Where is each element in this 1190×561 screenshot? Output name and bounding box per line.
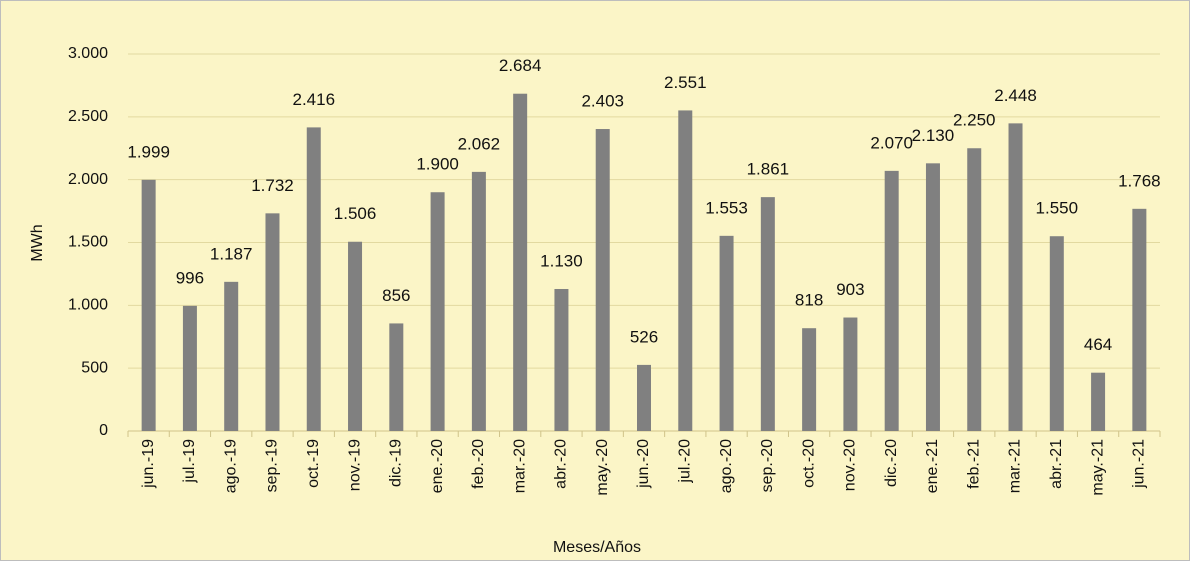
x-tick-label: mar.-20 <box>511 439 528 493</box>
y-tick-label: 1.500 <box>68 234 108 251</box>
value-label: 903 <box>836 280 864 299</box>
bar <box>967 148 982 431</box>
x-tick-label: ago.-20 <box>718 439 735 493</box>
value-label: 526 <box>630 327 658 346</box>
bar <box>884 170 899 431</box>
x-tick-label: dic.-20 <box>883 439 900 487</box>
x-tick-label: ene.-21 <box>924 439 941 493</box>
x-tick-label: jul.-20 <box>676 439 693 484</box>
bar <box>141 179 156 431</box>
x-axis-title: Meses/Años <box>553 539 641 556</box>
y-tick-label: 0 <box>99 422 108 439</box>
x-tick-label: sep.-20 <box>759 439 776 492</box>
value-label: 1.506 <box>334 204 377 223</box>
value-label: 2.130 <box>912 126 955 145</box>
bar <box>389 323 404 431</box>
value-label: 2.250 <box>953 111 996 130</box>
x-tick-label: ago.-19 <box>222 439 239 493</box>
value-label: 464 <box>1084 335 1112 354</box>
x-tick-label: ene.-20 <box>429 439 446 493</box>
bar <box>925 163 940 431</box>
x-tick-label: jun.-21 <box>1131 439 1148 489</box>
value-label: 1.861 <box>747 160 790 179</box>
bar <box>224 281 239 431</box>
value-label: 2.448 <box>994 86 1037 105</box>
bar <box>595 129 610 431</box>
bar <box>471 171 486 431</box>
value-label: 2.062 <box>458 134 501 153</box>
y-axis-title: MWh <box>29 224 46 261</box>
x-tick-label: dic.-19 <box>388 439 405 487</box>
x-tick-label: may.-20 <box>594 439 611 496</box>
bar <box>719 235 734 431</box>
value-label: 1.553 <box>705 198 748 217</box>
bar <box>182 305 197 431</box>
y-tick-label: 500 <box>81 359 108 376</box>
x-tick-label: abr.-20 <box>553 439 570 489</box>
x-tick-label: feb.-21 <box>965 439 982 489</box>
x-tick-label: jun.-20 <box>635 439 652 489</box>
value-label: 1.130 <box>540 251 583 270</box>
bar <box>430 192 445 431</box>
y-tick-label: 1.000 <box>68 297 108 314</box>
x-tick-label: jun.-19 <box>140 439 157 489</box>
value-label: 2.070 <box>870 133 913 152</box>
y-tick-label: 2.000 <box>68 171 108 188</box>
value-label: 1.550 <box>1036 199 1079 218</box>
x-tick-label: oct.-20 <box>800 439 817 488</box>
x-tick-label: oct.-19 <box>305 439 322 488</box>
bar <box>348 241 363 431</box>
x-tick-label: sep.-19 <box>264 439 281 492</box>
value-label: 2.684 <box>499 56 542 75</box>
value-label: 2.416 <box>292 90 335 109</box>
value-label: 1.732 <box>251 176 294 195</box>
x-tick-label: mar.-21 <box>1007 439 1024 493</box>
bar <box>1091 372 1106 431</box>
y-tick-label: 3.000 <box>68 45 108 62</box>
value-label: 1.999 <box>127 142 170 161</box>
bar <box>678 110 693 432</box>
x-tick-label: feb.-20 <box>470 439 487 489</box>
x-tick-label: may.-21 <box>1089 439 1106 496</box>
y-tick-label: 2.500 <box>68 108 108 125</box>
x-tick-label: nov.-20 <box>842 439 859 491</box>
x-tick-label: jul.-19 <box>181 439 198 484</box>
bar <box>306 127 321 431</box>
value-label: 1.187 <box>210 244 253 263</box>
bar <box>843 317 858 431</box>
value-label: 1.768 <box>1118 171 1161 190</box>
bar <box>637 364 651 431</box>
bar <box>1008 123 1023 432</box>
value-label: 2.403 <box>581 92 624 111</box>
bar <box>265 213 280 431</box>
x-tick-label: abr.-21 <box>1048 439 1065 489</box>
value-label: 996 <box>176 268 204 287</box>
bar <box>1049 236 1064 431</box>
value-label: 1.900 <box>416 155 459 174</box>
bar <box>554 288 569 431</box>
value-label: 856 <box>382 286 410 305</box>
value-label: 2.551 <box>664 73 707 92</box>
value-label: 818 <box>795 291 823 310</box>
bar <box>1132 208 1147 431</box>
bar <box>802 328 817 431</box>
bar <box>760 197 775 431</box>
bar <box>513 93 528 431</box>
x-tick-label: nov.-19 <box>346 439 363 491</box>
